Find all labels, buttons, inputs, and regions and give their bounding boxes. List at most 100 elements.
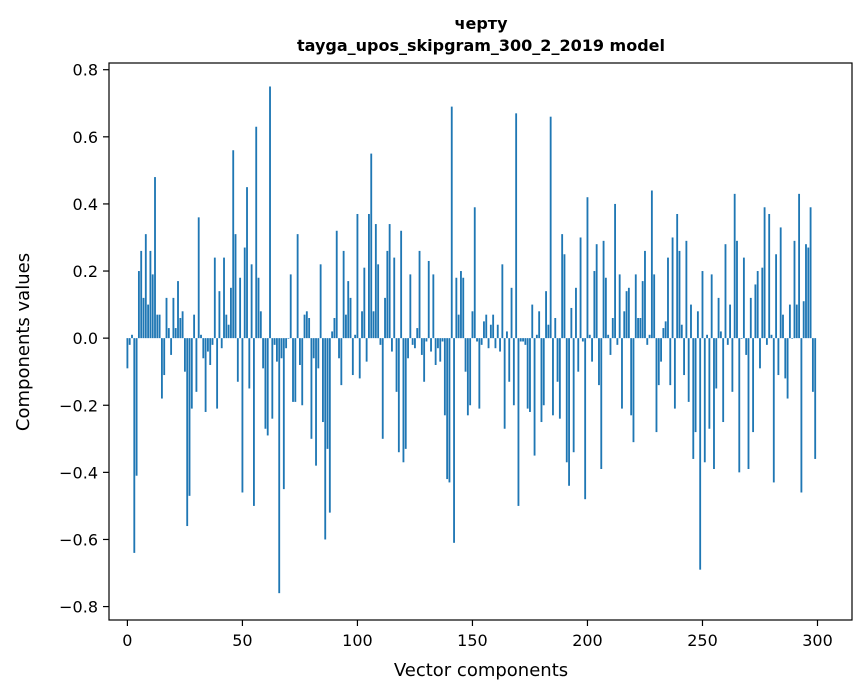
bar-component-27 (188, 338, 191, 496)
bar-component-256 (715, 338, 718, 389)
bar-component-147 (464, 338, 467, 372)
x-tick-label: 150 (457, 631, 488, 650)
bar-component-70 (287, 338, 290, 339)
bar-component-108 (374, 224, 377, 339)
bar-component-168 (512, 338, 515, 406)
bar-component-253 (708, 338, 711, 429)
bar-component-18 (167, 328, 170, 339)
bar-component-131 (427, 260, 430, 339)
bar-component-45 (230, 287, 232, 339)
bar-component-188 (558, 338, 561, 419)
bar-component-286 (784, 338, 787, 379)
y-tick-label: 0.2 (73, 262, 98, 281)
x-tick-label: 200 (572, 631, 603, 650)
bar-component-149 (469, 338, 472, 406)
bar-component-155 (483, 321, 485, 339)
bar-component-26 (186, 338, 189, 527)
bar-component-164 (503, 338, 506, 429)
bar-component-207 (602, 240, 605, 339)
bar-component-223 (639, 318, 642, 339)
bar-component-75 (299, 338, 301, 365)
bar-component-112 (384, 297, 386, 339)
bar-component-140 (448, 338, 451, 483)
bar-component-175 (529, 338, 531, 412)
bar-component-195 (575, 287, 577, 339)
y-tick-label: −0.2 (59, 396, 98, 415)
bar-component-274 (756, 271, 759, 339)
bar-component-19 (170, 338, 173, 355)
bar-component-161 (496, 324, 499, 339)
bar-component-77 (303, 314, 306, 339)
chart-subtitle: tayga_upos_skipgram_300_2_2019 model (297, 36, 665, 55)
bar-component-171 (519, 338, 522, 342)
bar-component-225 (644, 250, 646, 339)
bar-component-25 (183, 338, 186, 372)
bar-component-74 (296, 234, 299, 339)
bar-component-278 (765, 338, 768, 345)
bar-component-128 (420, 338, 423, 355)
bar-component-40 (218, 291, 221, 339)
bar-component-232 (660, 338, 662, 362)
bar-component-269 (745, 338, 748, 355)
bar-component-69 (285, 338, 288, 349)
bar-component-85 (322, 338, 324, 423)
bar-component-130 (425, 338, 428, 342)
bar-component-114 (388, 224, 391, 339)
bar-component-148 (466, 338, 469, 416)
bar-component-245 (690, 304, 692, 339)
bar-component-266 (738, 338, 741, 473)
bar-component-107 (372, 311, 375, 339)
bar-component-297 (809, 207, 812, 339)
bar-component-8 (144, 234, 147, 339)
bar-component-152 (476, 338, 478, 342)
y-tick-label: 0.4 (73, 195, 98, 214)
bar-component-282 (775, 254, 778, 339)
bar-component-221 (634, 274, 637, 339)
bar-component-86 (324, 338, 327, 540)
bar-component-226 (646, 338, 649, 345)
bar-component-113 (386, 250, 389, 339)
bar-component-156 (485, 314, 488, 339)
bar-component-48 (236, 338, 239, 382)
bar-component-246 (692, 338, 695, 459)
bar-component-289 (791, 338, 794, 339)
bar-component-90 (333, 318, 336, 339)
bar-component-37 (211, 338, 214, 345)
bar-component-212 (614, 203, 616, 339)
bar-component-137 (441, 338, 444, 342)
bar-component-146 (462, 277, 465, 339)
bar-component-190 (563, 254, 566, 339)
bar-component-106 (370, 153, 373, 339)
y-tick-label: 0.8 (73, 61, 98, 80)
bar-component-2 (131, 334, 133, 339)
bar-component-138 (443, 338, 446, 416)
bar-component-234 (664, 321, 667, 339)
bar-component-184 (549, 116, 552, 339)
bar-component-119 (400, 230, 403, 339)
bar-component-287 (786, 338, 789, 399)
bar-component-277 (763, 207, 766, 339)
bar-component-136 (439, 338, 442, 362)
bar-component-251 (703, 338, 706, 463)
bar-component-49 (239, 277, 242, 339)
bar-component-81 (312, 338, 315, 359)
bar-component-5 (137, 271, 140, 339)
bar-component-283 (777, 338, 780, 376)
bar-component-244 (687, 338, 690, 402)
bar-component-11 (151, 274, 154, 339)
bar-component-59 (262, 338, 265, 369)
bar-component-103 (363, 267, 366, 339)
bar-component-220 (632, 338, 635, 443)
bar-component-61 (266, 338, 269, 436)
bar-component-127 (418, 250, 421, 339)
bar-component-179 (538, 311, 541, 339)
chart-title: черту (455, 14, 509, 33)
bar-component-154 (480, 338, 483, 345)
bar-component-20 (172, 297, 175, 339)
bar-component-39 (216, 338, 219, 409)
bar-component-84 (319, 264, 322, 339)
bar-component-99 (354, 334, 357, 339)
bar-component-89 (331, 331, 334, 339)
bar-component-58 (259, 311, 262, 339)
